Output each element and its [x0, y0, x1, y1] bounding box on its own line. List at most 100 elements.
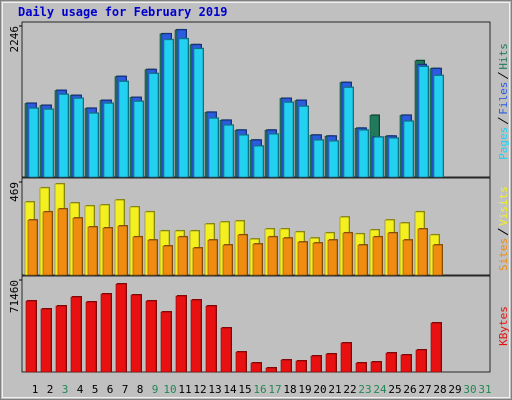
bar: [355, 362, 367, 373]
bar: [72, 217, 83, 276]
x-tick-label: 17: [268, 383, 281, 396]
legend: Sites Visits: [497, 186, 510, 271]
x-tick-label: 13: [208, 383, 221, 396]
bar: [43, 109, 54, 178]
bar: [388, 137, 399, 178]
bar: [208, 118, 219, 178]
bar: [145, 300, 157, 373]
bar: [102, 227, 113, 276]
bar: [27, 219, 38, 276]
bar: [250, 362, 262, 373]
x-tick-label: 10: [163, 383, 176, 396]
bar: [400, 354, 412, 373]
bar: [357, 244, 368, 276]
legend-separator: [497, 72, 509, 80]
bar: [25, 300, 37, 373]
bar: [178, 38, 189, 178]
bar: [223, 124, 234, 178]
bar: [40, 308, 52, 373]
bar: [253, 145, 264, 178]
bar: [265, 367, 277, 373]
bar: [192, 247, 203, 276]
bar: [340, 342, 352, 373]
bar: [160, 311, 172, 373]
bar: [327, 239, 338, 276]
bar: [267, 236, 278, 276]
bar: [268, 133, 279, 178]
bar: [163, 39, 174, 178]
bar: [280, 359, 292, 373]
bar: [205, 305, 217, 373]
bar: [328, 140, 339, 178]
bar: [28, 108, 39, 178]
x-tick-label: 11: [178, 383, 191, 396]
bar: [130, 294, 142, 373]
x-tick-label: 31: [478, 383, 491, 396]
x-tick-label: 26: [403, 383, 416, 396]
bar: [190, 299, 202, 373]
bar: [417, 228, 428, 276]
bar: [222, 244, 233, 276]
x-tick-label: 18: [283, 383, 296, 396]
bar: [70, 296, 82, 373]
bar: [343, 87, 354, 178]
bar: [148, 73, 159, 178]
bar: [372, 236, 383, 276]
legend: Pages Files Hits: [497, 43, 510, 160]
bar: [252, 243, 263, 276]
bar: [385, 352, 397, 373]
bar: [238, 134, 249, 178]
x-tick-label: 14: [223, 383, 237, 396]
y-tick-label: 2246: [8, 26, 21, 53]
bar: [88, 113, 99, 178]
bar: [73, 98, 84, 178]
bar: [85, 301, 97, 373]
x-tick-label: 16: [253, 383, 266, 396]
bar: [313, 139, 324, 178]
bar: [193, 48, 204, 178]
bar: [58, 94, 69, 178]
legend-entry: KBytes: [497, 306, 510, 346]
x-tick-label: 6: [107, 383, 114, 396]
bar: [433, 75, 444, 178]
bar: [177, 236, 188, 276]
legend-entry: Hits: [497, 43, 510, 70]
bar: [220, 327, 232, 373]
bar: [87, 226, 98, 276]
bar: [100, 293, 112, 373]
bar: [370, 361, 382, 373]
bar: [55, 305, 67, 373]
x-tick-label: 3: [62, 383, 69, 396]
bar: [282, 237, 293, 276]
legend: KBytes: [497, 306, 510, 346]
bar: [57, 208, 68, 276]
bar: [358, 129, 369, 178]
x-tick-label: 21: [328, 383, 341, 396]
bar: [207, 239, 218, 276]
bar: [133, 101, 144, 178]
x-tick-label: 23: [358, 383, 371, 396]
x-tick-label: 15: [238, 383, 251, 396]
bar: [162, 245, 173, 276]
y-tick-label: 71460: [8, 280, 21, 313]
bar: [118, 81, 129, 178]
x-tick-label: 9: [152, 383, 159, 396]
bar: [418, 66, 429, 178]
bar: [297, 241, 308, 276]
bar: [373, 136, 384, 178]
bar: [415, 349, 427, 373]
bar: [298, 106, 309, 178]
bar: [115, 283, 127, 373]
chart-title: Daily usage for February 2019: [18, 5, 228, 19]
x-tick-label: 25: [388, 383, 401, 396]
bar: [237, 234, 248, 276]
bar: [403, 121, 414, 178]
x-tick-label: 12: [193, 383, 206, 396]
x-tick-label: 8: [137, 383, 144, 396]
legend-separator: [497, 228, 509, 236]
bar: [310, 355, 322, 373]
x-tick-label: 4: [77, 383, 84, 396]
x-tick-label: 7: [122, 383, 129, 396]
